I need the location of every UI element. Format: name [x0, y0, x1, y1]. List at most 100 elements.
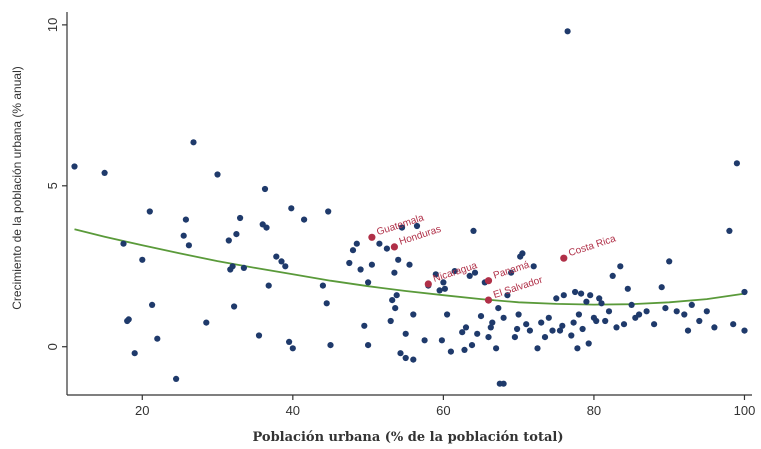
data-point — [398, 224, 406, 231]
data-point — [240, 264, 247, 271]
data-point — [389, 297, 396, 304]
data-point — [572, 288, 579, 296]
highlighted-point — [390, 243, 398, 251]
data-point — [273, 253, 280, 260]
data-point — [432, 271, 439, 278]
point-label: Costa Rica — [567, 233, 617, 259]
data-point — [391, 269, 398, 276]
data-point — [470, 227, 477, 234]
data-point — [383, 245, 390, 252]
data-point — [421, 337, 428, 344]
data-point — [120, 240, 127, 247]
data-point — [673, 308, 680, 315]
data-point — [468, 342, 476, 349]
data-point — [231, 303, 238, 310]
data-point — [500, 314, 507, 321]
data-point — [462, 324, 470, 331]
data-point — [263, 224, 270, 231]
data-point — [574, 345, 581, 352]
data-point — [613, 324, 620, 331]
data-point — [508, 269, 515, 276]
data-point — [602, 317, 609, 325]
data-point — [459, 329, 466, 336]
data-point — [265, 282, 272, 289]
data-point — [658, 284, 665, 291]
data-point — [560, 292, 567, 299]
data-point — [365, 279, 372, 286]
data-point — [474, 330, 481, 337]
axes: 20 40 60 80 100 0 5 10 — [45, 12, 755, 418]
data-point — [101, 169, 108, 176]
y-tick-label: 0 — [45, 343, 60, 350]
data-point — [559, 322, 566, 329]
data-point — [203, 319, 210, 326]
data-point — [180, 232, 187, 239]
data-point — [410, 356, 417, 363]
data-point — [684, 327, 692, 334]
data-point — [365, 342, 372, 349]
x-tick-label: 20 — [135, 403, 149, 418]
data-point — [741, 327, 748, 334]
data-point — [624, 285, 631, 292]
highlighted-point — [368, 233, 376, 241]
x-tick-label: 60 — [436, 403, 450, 418]
x-axis-title: Población urbana (% de la población tota… — [253, 430, 564, 445]
data-point — [598, 300, 605, 307]
data-point — [515, 311, 522, 318]
data-point — [139, 256, 146, 263]
data-point — [726, 227, 733, 234]
data-point — [530, 263, 537, 270]
highlighted-point — [424, 280, 432, 288]
data-point — [357, 266, 364, 273]
data-point — [605, 308, 613, 315]
data-point — [553, 295, 560, 302]
data-point — [349, 247, 357, 254]
data-point — [733, 160, 741, 167]
data-point — [261, 185, 269, 193]
data-point — [541, 334, 549, 341]
data-point — [681, 311, 688, 318]
data-point — [575, 311, 583, 318]
y-tick-label: 5 — [45, 182, 60, 189]
data-point — [229, 263, 236, 270]
data-point — [545, 314, 552, 321]
data-point — [225, 237, 232, 244]
data-point — [368, 261, 375, 268]
data-point — [526, 327, 534, 334]
data-point — [214, 171, 221, 178]
data-point — [461, 346, 468, 353]
data-point — [538, 319, 545, 326]
data-point — [410, 311, 417, 318]
data-point — [587, 292, 594, 299]
data-point — [651, 321, 658, 328]
data-point — [323, 300, 330, 307]
data-point — [730, 321, 737, 328]
data-point — [353, 240, 360, 247]
data-point — [125, 316, 132, 323]
data-point — [514, 325, 521, 333]
data-point — [406, 261, 413, 268]
data-point — [504, 292, 511, 299]
data-point — [255, 332, 263, 339]
data-point — [556, 327, 564, 334]
data-point — [549, 327, 556, 334]
data-point — [617, 263, 624, 270]
data-point — [146, 208, 153, 215]
data-point — [636, 311, 643, 318]
point-label: Nicaragua — [432, 260, 479, 285]
data-point — [696, 317, 703, 325]
data-point — [289, 345, 296, 352]
data-point — [71, 163, 78, 170]
data-point — [466, 272, 473, 279]
data-point — [596, 295, 603, 302]
data-point — [489, 319, 496, 326]
data-point — [301, 216, 308, 223]
data-point — [523, 321, 530, 328]
y-tick-label: 10 — [45, 18, 60, 32]
point-label: Panamá — [492, 259, 531, 281]
data-point — [570, 319, 577, 326]
data-point — [500, 380, 507, 387]
